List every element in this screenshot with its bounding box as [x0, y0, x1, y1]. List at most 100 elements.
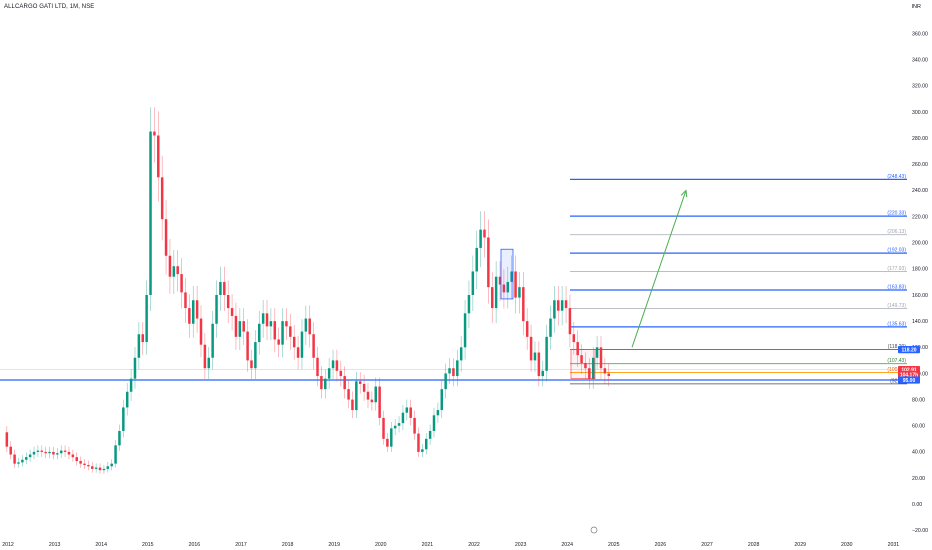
candle-body	[518, 287, 521, 298]
candle-body	[188, 308, 191, 324]
price-tag-label: 102.91	[901, 367, 917, 373]
candle-body	[172, 266, 176, 277]
candle-body	[584, 362, 587, 369]
candle-body	[28, 454, 32, 458]
candle-body	[254, 342, 257, 369]
candle-body	[386, 438, 389, 447]
y-tick-label: 200.00	[912, 241, 928, 247]
candle-body	[234, 315, 238, 337]
candle-body	[580, 355, 583, 363]
candle-body	[541, 370, 544, 377]
y-tick-label: 260.00	[912, 162, 928, 168]
chart-title: ALLCARGO GATI LTD, 1M, NSE	[4, 4, 95, 10]
candle-body	[226, 295, 230, 309]
candle-body	[67, 451, 71, 455]
candle-body	[514, 271, 517, 298]
candle-body	[374, 386, 377, 403]
candle-body	[553, 300, 556, 319]
y-tick-label: 240.00	[912, 188, 928, 194]
candle-body	[285, 321, 288, 327]
candle-body	[83, 463, 86, 465]
candle-body	[572, 334, 576, 343]
candle-body	[382, 417, 385, 439]
candle-body	[168, 255, 172, 277]
candle-body	[32, 451, 36, 455]
candle-body	[296, 347, 300, 358]
price-tag-label: 104.17h	[900, 372, 918, 378]
candle-body	[141, 334, 144, 343]
candle-body	[576, 342, 579, 356]
candle-body	[56, 453, 59, 455]
candle-body	[428, 430, 432, 439]
candle-body	[157, 135, 160, 178]
candle-body	[327, 368, 331, 379]
candle-body	[265, 313, 269, 327]
candle-body	[87, 464, 90, 467]
fib-level-label: (177.93)	[887, 266, 906, 272]
x-tick-label: 2027	[701, 542, 713, 548]
x-tick-label: 2020	[375, 542, 387, 548]
fib-level-label: (118.20)	[888, 344, 907, 350]
candle-body	[91, 466, 94, 469]
candle-body	[448, 368, 451, 374]
candle-body	[475, 247, 478, 272]
candle-body	[471, 271, 475, 295]
candle-body	[25, 457, 28, 460]
candle-body	[176, 266, 179, 275]
candle-body	[401, 412, 405, 424]
y-tick-label: 180.00	[912, 267, 928, 273]
candle-body	[522, 287, 525, 322]
x-tick-label: 2031	[888, 542, 900, 548]
candle-body	[180, 274, 183, 293]
x-tick-label: 2023	[515, 542, 527, 548]
candle-body	[339, 370, 343, 377]
x-tick-label: 2013	[49, 542, 61, 548]
x-tick-label: 2021	[422, 542, 434, 548]
candle-body	[487, 237, 490, 288]
arrow-head	[680, 189, 688, 198]
candle-body	[17, 462, 20, 464]
y-tick-label: 360.00	[912, 31, 928, 37]
candle-body	[118, 430, 121, 446]
fib-levels: (248.43) (220.33) (206.13) (192.03) (177.93)…	[0, 174, 907, 384]
candle-body	[308, 318, 311, 335]
candle-body	[529, 336, 533, 361]
candle-body	[417, 433, 420, 452]
candle-body	[459, 347, 463, 361]
candle-body	[9, 446, 12, 455]
x-tick-label: 2028	[748, 542, 760, 548]
candle-body	[149, 131, 152, 295]
currency-label: INR	[911, 4, 921, 10]
candle-body	[335, 360, 339, 371]
candle-body	[125, 391, 129, 408]
price-tag-label: 95.00	[903, 378, 916, 384]
fib-level-label: (206.13)	[887, 229, 906, 235]
candle-body	[358, 381, 362, 384]
candle-body	[494, 276, 498, 309]
candle-body	[607, 373, 610, 377]
candle-body	[211, 323, 214, 358]
candle-body	[289, 326, 292, 337]
candle-body	[102, 468, 106, 471]
candle-body	[397, 423, 401, 426]
candle-body	[281, 321, 284, 345]
candle-body	[21, 459, 24, 463]
event-marker-icon	[590, 526, 598, 534]
y-tick-label: 0.00	[912, 502, 922, 508]
candle-body	[219, 281, 222, 295]
price-tag-label: 118.20	[901, 347, 916, 353]
fib-level-label: (192.03)	[887, 248, 906, 254]
y-tick-label: −20.00	[912, 528, 928, 534]
candle-body	[184, 292, 187, 309]
candle-body	[483, 229, 486, 238]
x-tick-label: 2016	[189, 542, 201, 548]
candle-body	[355, 381, 358, 411]
candle-body	[588, 368, 591, 379]
candle-body	[79, 461, 82, 464]
fib-level-label: (107.43)	[887, 358, 906, 364]
candle-body	[122, 407, 125, 431]
fib-level-label: (149.73)	[887, 303, 906, 309]
fib-level-label: (135.63)	[887, 321, 906, 327]
candle-body	[250, 360, 253, 369]
